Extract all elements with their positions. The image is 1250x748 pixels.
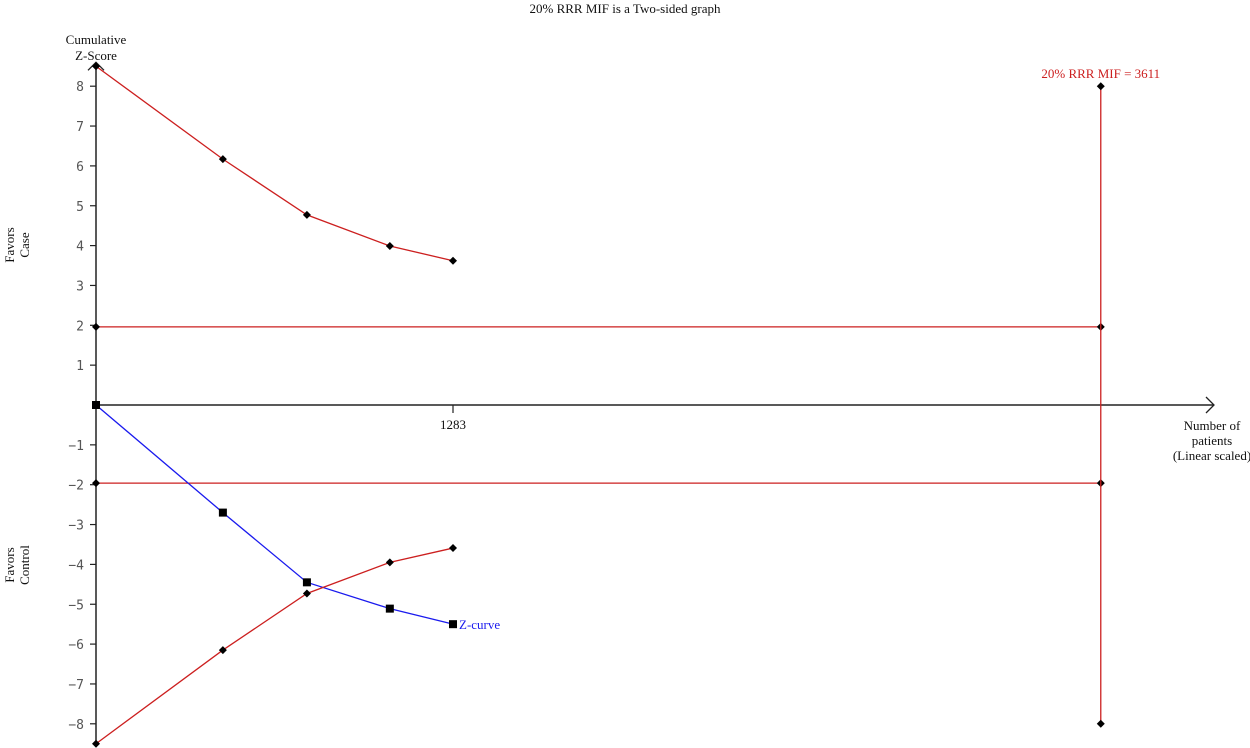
boundary-point <box>302 589 311 598</box>
y-axis-label-line: Z-Score <box>75 48 117 63</box>
mif-marker <box>1096 719 1105 728</box>
y-tick-label: −5 <box>68 598 84 613</box>
mif-marker <box>1096 82 1105 91</box>
boundary-point <box>449 256 457 265</box>
boundary-point <box>92 62 100 71</box>
ticks: −8 −7 −6 −5 −4 −3 −2 −1 1 2 3 4 5 6 7 8 1283 <box>68 80 466 733</box>
y-tick-label: −3 <box>68 519 84 534</box>
y-tick-label: 3 <box>76 279 84 294</box>
y-tick-label: −8 <box>68 718 84 733</box>
y-tick-label: 7 <box>76 120 84 135</box>
side-label-line: Favors <box>2 547 17 582</box>
y-tick-label: −6 <box>68 638 84 653</box>
axes <box>87 61 1215 746</box>
y-tick-label: 5 <box>76 200 84 215</box>
z-curve-point <box>385 604 394 613</box>
favors-control-label: Favors Control <box>2 545 32 585</box>
chart-title: 20% RRR MIF is a Two-sided graph <box>530 1 721 16</box>
boundary-marker <box>92 479 100 488</box>
y-tick-label: −1 <box>68 439 84 454</box>
z-curve-point <box>302 578 311 587</box>
x-tick-label: 1283 <box>440 417 466 432</box>
z-curve-point <box>218 508 227 517</box>
y-tick-label: 1 <box>76 359 84 374</box>
z-curve-point <box>92 401 100 409</box>
side-label-line: Favors <box>2 227 17 262</box>
side-label-line: Control <box>17 545 32 585</box>
z-curve-line <box>95 404 454 625</box>
trial-sequential-boundary-line <box>95 547 454 745</box>
x-axis-arrow <box>1205 396 1215 414</box>
boundary-point <box>302 210 311 219</box>
mif-label: 20% RRR MIF = 3611 <box>1041 66 1160 81</box>
z-curve-label: Z-curve <box>459 617 500 632</box>
z-curve-point <box>449 620 457 629</box>
boundary-marker <box>92 322 100 331</box>
y-tick-label: −2 <box>68 479 84 494</box>
side-label-line: Case <box>17 232 32 258</box>
plot-area: 20% RRR MIF = 3611 Z-curve <box>92 62 1160 748</box>
boundary-point <box>449 544 457 553</box>
boundary-point <box>385 241 394 250</box>
x-axis-label-line: (Linear scaled) <box>1173 448 1250 463</box>
boundary-point <box>385 558 394 567</box>
favors-case-label: Favors Case <box>2 227 32 262</box>
boundary-point <box>218 155 227 164</box>
y-tick-label: 2 <box>76 319 84 334</box>
y-tick-label: 8 <box>76 80 84 95</box>
x-axis-label-line: patients <box>1192 433 1232 448</box>
y-tick-label: −7 <box>68 678 84 693</box>
boundary-point <box>92 739 100 748</box>
y-tick-label: 4 <box>76 240 84 255</box>
x-axis-label-line: Number of <box>1184 418 1241 433</box>
y-tick-label: 6 <box>76 160 84 175</box>
trial-sequential-boundary-line <box>95 65 454 262</box>
y-tick-label: −4 <box>68 558 84 573</box>
boundary-point <box>218 646 227 655</box>
y-axis-label-line: Cumulative <box>66 32 127 47</box>
